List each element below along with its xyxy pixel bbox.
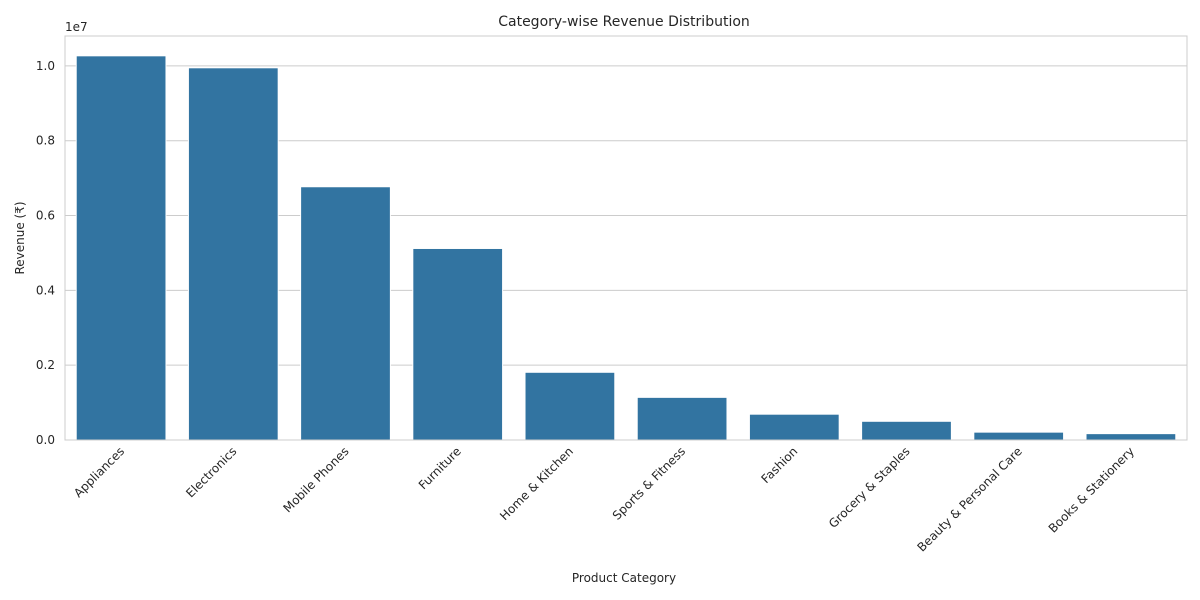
x-tick-label: Electronics bbox=[183, 444, 239, 500]
x-tick-label: Fashion bbox=[758, 444, 800, 486]
y-axis-label: Revenue (₹) bbox=[13, 201, 27, 274]
bar bbox=[412, 247, 504, 441]
bar bbox=[636, 396, 728, 441]
y-axis-offset-text: 1e7 bbox=[65, 20, 88, 34]
bar bbox=[748, 413, 840, 441]
x-tick-label: Mobile Phones bbox=[280, 444, 351, 515]
bar bbox=[300, 186, 391, 441]
y-tick-label: 0.0 bbox=[36, 433, 55, 447]
x-tick-label: Beauty & Personal Care bbox=[915, 444, 1025, 554]
y-tick-label: 0.4 bbox=[36, 283, 55, 297]
bar bbox=[524, 371, 616, 441]
x-tick-label: Books & Stationery bbox=[1046, 444, 1137, 535]
bar bbox=[1085, 433, 1177, 441]
y-tick-label: 1.0 bbox=[36, 59, 55, 73]
plot-frame bbox=[64, 35, 1188, 441]
x-tick-label: Sports & Fitness bbox=[610, 444, 688, 522]
x-tick-label: Home & Kitchen bbox=[497, 444, 576, 523]
y-tick-label: 0.2 bbox=[36, 358, 55, 372]
x-tick-label: Appliances bbox=[71, 444, 127, 500]
y-tick-label: 0.8 bbox=[36, 134, 55, 148]
x-tick-labels: Appliances Electronics Mobile Phones Furnit… bbox=[71, 444, 1137, 554]
bar bbox=[861, 420, 952, 441]
x-tick-label: Furniture bbox=[416, 444, 464, 492]
chart-title: Category-wise Revenue Distribution bbox=[498, 14, 750, 30]
bar bbox=[187, 67, 279, 441]
y-tick-label: 0.6 bbox=[36, 209, 55, 223]
bar bbox=[75, 55, 167, 441]
bars bbox=[75, 55, 1177, 441]
x-axis-label: Product Category bbox=[572, 571, 676, 585]
y-tick-labels: 0.0 0.2 0.4 0.6 0.8 1.0 bbox=[36, 59, 55, 447]
bar bbox=[973, 431, 1065, 441]
x-tick-label: Grocery & Staples bbox=[826, 444, 913, 531]
